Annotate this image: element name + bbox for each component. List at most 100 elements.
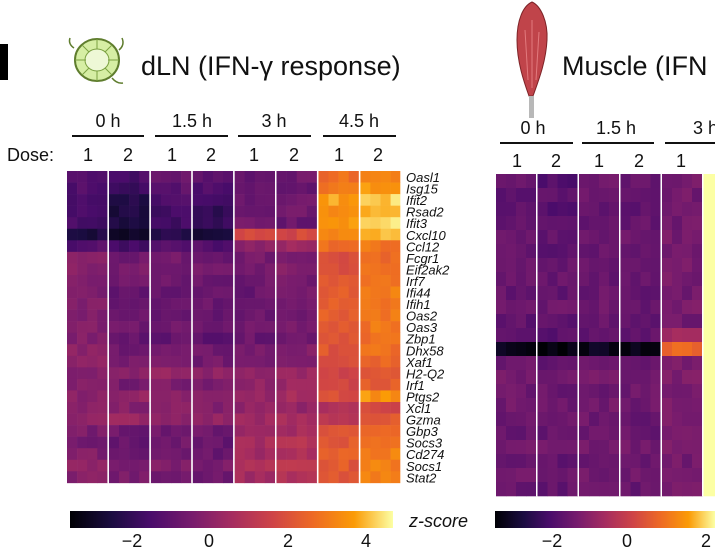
heatmap-cell — [547, 188, 558, 203]
heatmap-cell — [202, 286, 214, 299]
heatmap-cell — [150, 251, 162, 264]
heatmap-cell — [609, 426, 620, 441]
heatmap-cell — [380, 378, 391, 391]
dln-colorbar-ticks: −2 0 2 4 — [122, 531, 371, 550]
heatmap-cell — [212, 228, 224, 241]
heatmap-cell — [672, 314, 683, 329]
heatmap-cell — [129, 263, 140, 276]
heatmap-cell — [526, 342, 537, 357]
heatmap-cell — [108, 321, 120, 333]
heatmap-cell — [202, 205, 214, 218]
heatmap-divider — [577, 174, 579, 496]
heatmap-cell — [254, 459, 266, 472]
heatmap-cell — [67, 205, 78, 218]
heatmap-cell — [609, 286, 620, 301]
heatmap-cell — [276, 413, 287, 426]
heatmap-cell — [338, 367, 349, 380]
heatmap-cell — [234, 171, 245, 183]
heatmap-cell — [579, 202, 590, 217]
heatmap-cell — [244, 309, 256, 322]
heatmap-cell — [160, 263, 172, 276]
heatmap-cell — [192, 217, 204, 230]
heatmap-cell — [516, 342, 527, 357]
heatmap-cell — [380, 413, 391, 426]
heatmap-cell — [318, 413, 329, 426]
heatmap-cell — [244, 286, 256, 299]
heatmap-cell — [87, 321, 98, 333]
heatmap-cell — [77, 309, 88, 322]
heatmap-cell — [119, 182, 130, 195]
heatmap-cell — [119, 286, 130, 299]
heatmap-cell — [286, 274, 297, 287]
heatmap-cell — [286, 344, 297, 357]
heatmap-cell — [682, 258, 693, 273]
heatmap-cell — [108, 263, 120, 276]
heatmap-cell — [630, 454, 641, 469]
heatmap-cell — [223, 205, 234, 218]
heatmap-cell — [360, 274, 371, 287]
heatmap-cell — [192, 332, 204, 345]
heatmap-cell — [296, 402, 308, 414]
heatmap-cell — [526, 216, 537, 231]
heatmap-cell — [67, 298, 78, 310]
heatmap-cell — [192, 459, 204, 472]
heatmap-cell — [506, 384, 517, 399]
heatmap-cell — [67, 413, 78, 426]
colorbar-tick-label: −2 — [542, 531, 563, 550]
heatmap-cell — [67, 182, 78, 195]
heatmap-cell — [609, 216, 620, 231]
heatmap-cell — [370, 217, 381, 230]
heatmap-cell — [630, 468, 641, 483]
heatmap-cell — [192, 182, 204, 195]
dose-number: 2 — [551, 151, 561, 171]
heatmap-cell — [108, 274, 120, 287]
gene-label: Oas3 — [406, 320, 438, 335]
heatmap-cell — [202, 367, 214, 380]
heatmap-cell — [547, 356, 558, 371]
heatmap-cell — [338, 355, 349, 368]
heatmap-cell — [589, 216, 600, 231]
heatmap-cell — [348, 274, 360, 287]
heatmap-cell — [171, 205, 182, 218]
heatmap-cell — [650, 356, 661, 371]
heatmap-cell — [496, 300, 507, 315]
heatmap-cell — [119, 390, 130, 403]
heatmap-cell — [682, 482, 693, 497]
heatmap-cell — [609, 188, 620, 203]
heatmap-cell — [318, 436, 329, 449]
heatmap-cell — [526, 356, 537, 371]
heatmap-cell — [703, 370, 714, 385]
heatmap-cell — [348, 413, 360, 426]
heatmap-cell — [318, 344, 329, 357]
heatmap-cell — [67, 390, 78, 403]
heatmap-cell — [713, 174, 715, 189]
heatmap-cell — [599, 258, 610, 273]
heatmap-cell — [150, 309, 162, 322]
heatmap-cell — [223, 390, 234, 403]
heatmap-cell — [223, 402, 234, 414]
heatmap-cell — [547, 440, 558, 455]
heatmap-cell — [579, 258, 590, 273]
heatmap-cell — [108, 413, 120, 426]
heatmap-cell — [589, 174, 600, 189]
heatmap-cell — [234, 425, 245, 437]
heatmap-cell — [171, 332, 182, 345]
heatmap-cell — [380, 332, 391, 345]
heatmap-cell — [547, 398, 558, 413]
heatmap-cell — [234, 298, 245, 310]
heatmap-cell — [516, 272, 527, 287]
heatmap-cell — [119, 309, 130, 322]
heatmap-cell — [97, 309, 108, 322]
heatmap-cell — [599, 398, 610, 413]
heatmap-cell — [318, 286, 329, 299]
heatmap-cell — [370, 171, 381, 183]
heatmap-cell — [328, 228, 339, 241]
heatmap-cell — [620, 314, 631, 329]
heatmap-cell — [212, 413, 224, 426]
heatmap-cell — [306, 182, 318, 195]
heatmap-cell — [506, 412, 517, 427]
heatmap-cell — [360, 390, 371, 403]
heatmap-cell — [713, 216, 715, 231]
heatmap-cell — [516, 314, 527, 329]
heatmap-cell — [150, 402, 162, 414]
